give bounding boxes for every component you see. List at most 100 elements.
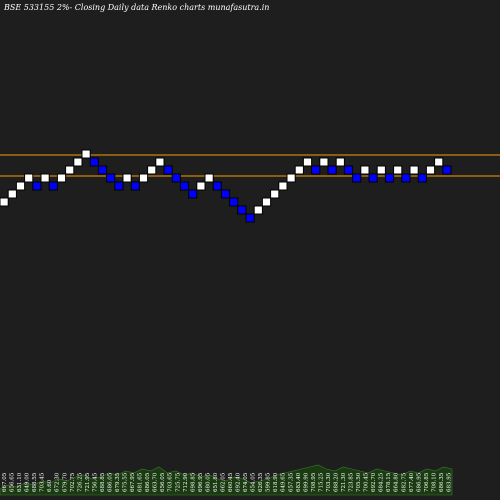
x-tick-label: 660.45 [228,472,234,492]
x-tick-label: 712.90 [183,472,189,492]
x-tick-label: 649.00 [25,472,31,492]
x-tick-label: 678.15 [386,472,392,492]
down-brick [327,165,337,175]
down-brick [229,197,239,207]
up-brick [319,157,329,167]
down-brick [130,181,140,191]
x-tick-label: 599.85 [266,472,272,492]
x-tick-label: 686.95 [416,472,422,492]
x-tick-label: 656.05 [160,472,166,492]
up-brick [434,157,444,167]
down-brick [311,165,321,175]
x-tick-label: 681.65 [138,472,144,492]
up-brick [376,165,386,175]
down-brick [89,157,99,167]
up-brick [147,165,157,175]
down-brick [163,165,173,175]
x-tick-label: 679.70 [62,472,68,492]
x-tick-label: 618.90 [273,472,279,492]
x-tick-label: 679.35 [115,472,121,492]
x-tick-label: 674.05 [243,472,249,492]
x-tick-label: 715.25 [318,472,324,492]
x-tick-label: 686.05 [107,472,113,492]
up-brick [15,181,26,191]
down-brick [171,173,181,183]
x-tick-label: 651.80 [213,472,219,492]
x-tick-label: 654.05 [251,472,257,492]
x-tick-label: 631.10 [17,472,23,492]
up-brick [73,157,83,167]
x-tick-label: 675.55 [123,472,129,492]
down-brick [368,173,378,183]
up-brick [409,165,419,175]
x-tick-label: 698.85 [190,472,196,492]
x-tick-label: 721.30 [341,472,347,492]
down-brick [97,165,108,175]
x-tick-label: 656.65 [10,472,16,492]
up-brick [122,173,132,183]
up-brick [155,157,165,167]
up-brick [204,173,214,183]
up-brick [425,165,436,175]
volume-area [0,464,453,496]
x-tick-label: 725.75 [175,472,181,492]
down-brick [32,181,42,191]
x-tick-label: 672.30 [55,472,61,492]
down-brick [343,165,354,175]
x-tick-label: 683.95 [446,472,452,492]
down-brick [417,173,427,183]
x-tick-label: 684.25 [379,472,385,492]
down-brick [245,213,255,223]
x-tick-label: 680.05 [205,472,211,492]
x-tick-label: 706.85 [424,472,430,492]
down-brick [188,189,198,199]
x-tick-label: 682.75 [401,472,407,492]
down-brick [106,173,116,183]
up-brick [138,173,149,183]
x-tick-label: 683.40 [296,472,302,492]
up-brick [360,165,370,175]
up-brick [81,149,91,159]
chart-title: BSE 533155 2%- Closing Daily data Renko … [3,3,269,12]
x-tick-label: 702.75 [70,472,76,492]
x-axis-tick-labels: 667.05 656.65 631.10 649.00 688.55 703.45 6.60… [2,472,452,492]
up-brick [24,173,34,183]
up-brick [302,157,313,167]
up-brick [270,189,280,199]
down-brick [237,205,247,215]
up-brick [40,173,50,183]
x-tick-label: 664.80 [394,472,400,492]
down-brick [442,165,452,175]
x-tick-label: 708.10 [431,472,437,492]
up-brick [286,173,296,183]
down-brick [114,181,124,191]
x-tick-label: 699.90 [303,472,309,492]
x-tick-label: 688.85 [100,472,106,492]
x-tick-label: 688.55 [32,472,38,492]
down-brick [220,189,231,199]
x-tick-label: 708.95 [311,472,317,492]
x-tick-label: 688.20 [333,472,339,492]
up-brick [65,165,75,175]
x-tick-label: 721.95 [85,472,91,492]
x-tick-label: 649.65 [281,472,287,492]
x-tick-label: 703.30 [326,472,332,492]
x-tick-label: 686.05 [145,472,151,492]
x-tick-label: 6.60 [47,479,53,492]
down-brick [352,173,362,183]
x-tick-label: 723.85 [349,472,355,492]
x-tick-label: 692.40 [236,472,242,492]
up-brick [7,189,17,199]
x-tick-label: 662.05 [220,472,226,492]
x-tick-label: 657.35 [288,472,294,492]
x-tick-label: 700.45 [364,472,370,492]
up-brick [261,197,272,207]
down-brick [401,173,411,183]
volume-area-fill [0,464,453,496]
x-tick-label: 677.40 [409,472,415,492]
up-brick [56,173,67,183]
up-brick [335,157,345,167]
x-tick-label: 703.65 [168,472,174,492]
